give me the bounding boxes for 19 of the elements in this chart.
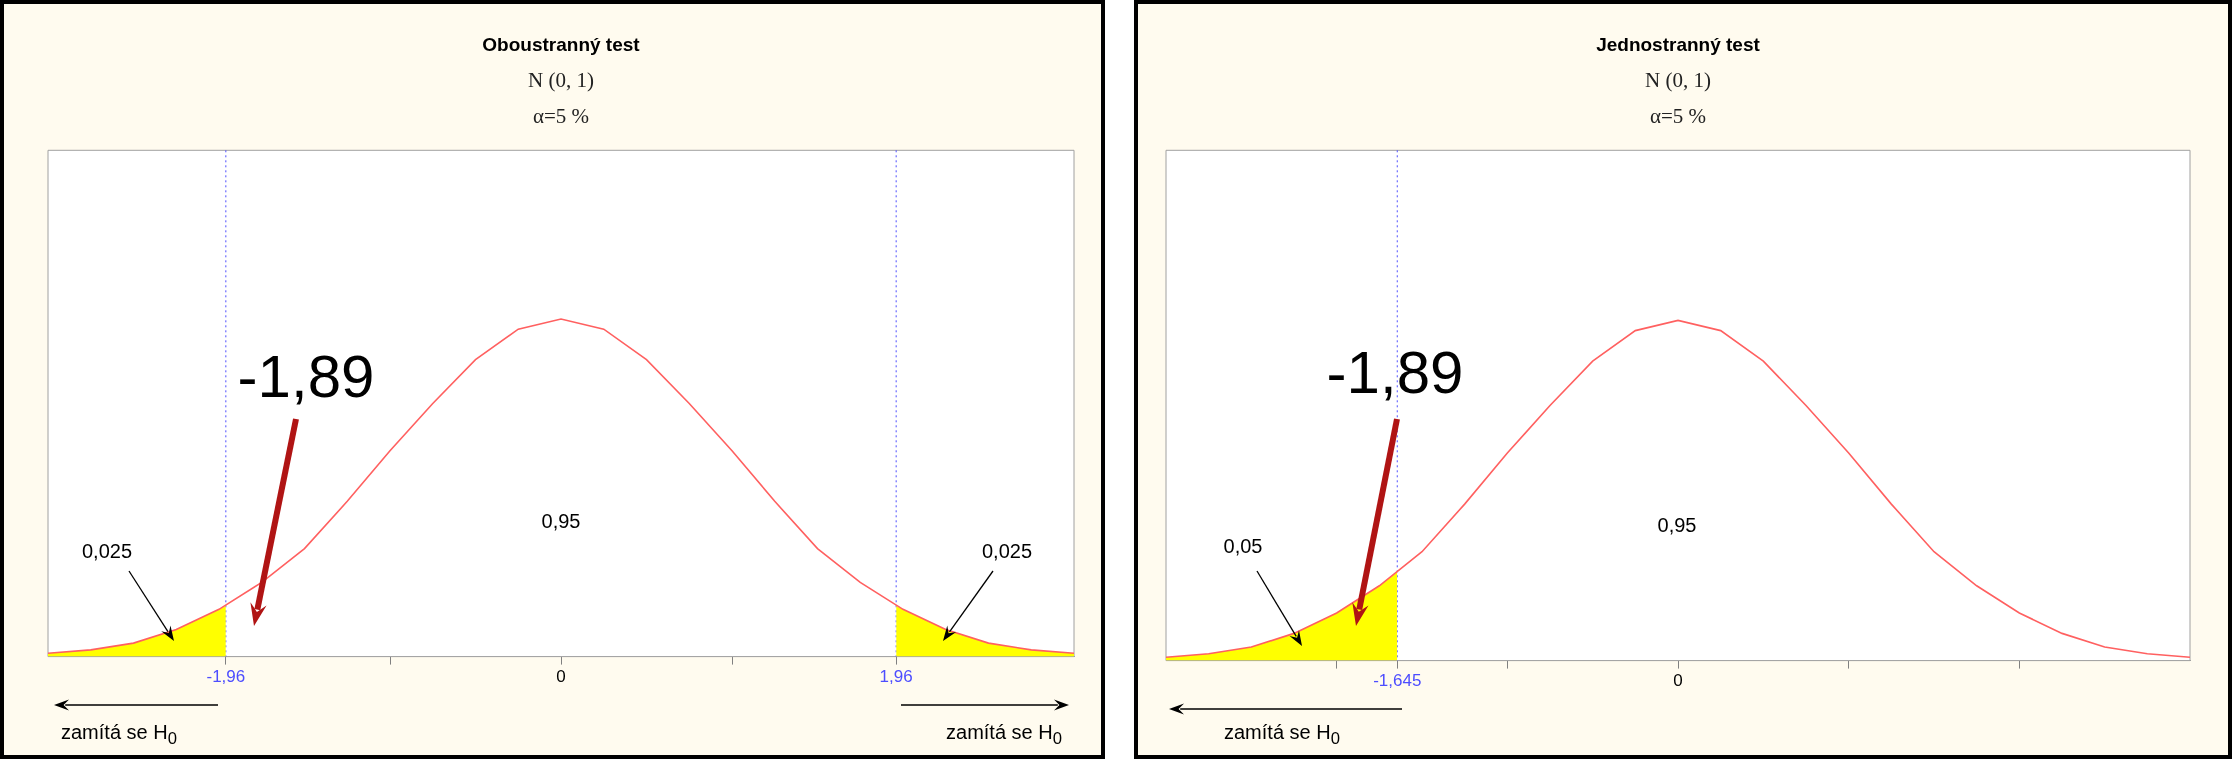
chart-subtitle: N (0, 1) α=5 % bbox=[1645, 67, 1711, 129]
x-tick-label: 0 bbox=[556, 667, 566, 687]
annotation: -1,89 bbox=[237, 343, 375, 410]
annotation: -1,89 bbox=[1326, 339, 1464, 406]
x-tick-label: -1,645 bbox=[1373, 671, 1422, 691]
chart-subtitle: N (0, 1) α=5 % bbox=[528, 67, 594, 129]
annotation: 0,025 bbox=[981, 540, 1033, 562]
text: zamítá se H$_{0}$ bbox=[61, 721, 177, 749]
annotation: 0,95 bbox=[1657, 514, 1697, 536]
text: zamítá se H$_{0}$ bbox=[1224, 721, 1340, 749]
chart-title: Jednostranný test bbox=[1596, 33, 1761, 55]
x-tick-label: 0 bbox=[1673, 671, 1683, 691]
annotation: 0,95 bbox=[541, 510, 581, 532]
x-tick-label: 1,96 bbox=[879, 667, 913, 687]
annotation: 0,05 bbox=[1223, 535, 1263, 557]
x-tick-label: -1,96 bbox=[206, 667, 246, 687]
text: zamítá se H$_{0}$ bbox=[946, 721, 1062, 749]
chart-title: Oboustranný test bbox=[482, 33, 641, 55]
annotation: 0,025 bbox=[81, 540, 133, 562]
